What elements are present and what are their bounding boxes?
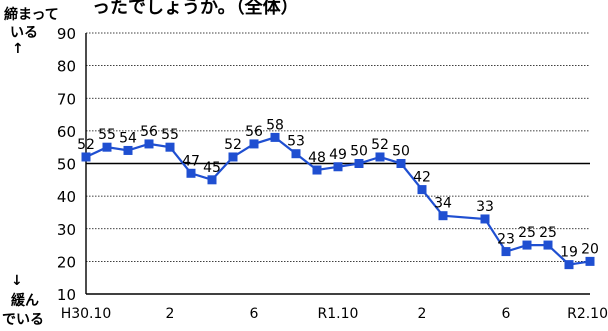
y-tick-label-10: 10 <box>57 286 76 304</box>
data-label-2: 54 <box>119 130 137 146</box>
y-top-label-line-1: 締まって <box>4 6 59 23</box>
data-label-24: 20 <box>581 241 599 257</box>
data-label-1: 55 <box>98 127 116 143</box>
data-label-3: 56 <box>140 124 158 140</box>
x-tick-label-20: 6 <box>502 306 511 322</box>
y-tick-label-40: 40 <box>57 188 76 206</box>
point-marker-17 <box>438 211 448 221</box>
y-tick-label-30: 30 <box>57 221 76 239</box>
point-marker-6 <box>207 175 217 185</box>
chart-title-fragment: ったでしょうか。（全体） <box>92 0 299 18</box>
point-marker-1 <box>102 142 112 152</box>
point-marker-9 <box>270 132 280 142</box>
x-tick-label-4: 2 <box>166 306 175 322</box>
point-marker-24 <box>585 256 595 266</box>
point-marker-8 <box>249 139 259 149</box>
y-tick-label-70: 70 <box>57 90 76 108</box>
point-marker-15 <box>396 159 406 168</box>
axes <box>85 33 590 295</box>
point-marker-19 <box>480 214 490 224</box>
point-marker-22 <box>543 240 553 250</box>
data-label-21: 25 <box>518 225 536 241</box>
data-label-0: 52 <box>77 137 95 153</box>
data-label-8: 56 <box>245 124 263 140</box>
point-marker-2 <box>123 145 133 155</box>
data-label-6: 45 <box>203 160 221 176</box>
y-tick-labels: 10 20 30 40 50 60 70 80 90 <box>57 25 76 304</box>
data-label-9: 58 <box>266 117 284 133</box>
point-marker-11 <box>312 165 322 175</box>
point-marker-16 <box>417 185 427 195</box>
y-top-label-line-2: いる <box>10 25 38 41</box>
data-label-17: 34 <box>434 196 452 212</box>
y-bottom-label-line-3: でいる <box>2 312 44 328</box>
data-label-13: 50 <box>350 144 368 160</box>
x-tick-label-12: R1.10 <box>318 306 359 322</box>
data-label-5: 47 <box>182 153 200 169</box>
y-tick-label-60: 60 <box>57 123 76 141</box>
point-marker-5 <box>186 168 196 178</box>
y-tick-label-80: 80 <box>57 58 76 76</box>
point-marker-4 <box>165 142 175 152</box>
y-bottom-label-line-1: ↓ <box>11 273 23 289</box>
point-markers <box>81 132 595 270</box>
data-label-12: 49 <box>329 147 347 163</box>
y-axis-bottom-label: ↓ 緩ん でいる <box>2 273 44 328</box>
data-label-7: 52 <box>224 137 242 153</box>
x-tick-labels: H30.10 2 6 R1.10 2 6 R2.10 <box>61 306 608 322</box>
x-tick-label-0: H30.10 <box>61 306 112 322</box>
y-tick-label-50: 50 <box>57 156 76 174</box>
data-label-4: 55 <box>161 127 179 143</box>
y-tick-label-90: 90 <box>57 25 76 43</box>
data-label-19: 33 <box>476 199 494 215</box>
point-marker-0 <box>81 152 91 162</box>
x-tick-label-8: 6 <box>250 306 259 322</box>
point-marker-20 <box>501 247 511 257</box>
point-marker-3 <box>144 139 154 149</box>
data-label-22: 25 <box>539 225 557 241</box>
point-marker-12 <box>333 162 343 172</box>
y-tick-label-20: 20 <box>57 253 76 271</box>
data-label-20: 23 <box>497 232 515 248</box>
y-bottom-label-line-2: 緩ん <box>11 292 39 309</box>
point-marker-21 <box>522 240 532 250</box>
y-axis-top-label: 締まって いる ↑ <box>4 6 59 57</box>
point-marker-10 <box>291 149 301 159</box>
data-label-23: 19 <box>560 245 578 261</box>
x-tick-label-24: R2.10 <box>567 306 608 322</box>
y-top-label-line-3: ↑ <box>12 41 24 57</box>
data-label-10: 53 <box>287 134 305 150</box>
point-marker-7 <box>228 152 238 162</box>
point-marker-14 <box>375 152 385 162</box>
data-label-11: 48 <box>308 150 326 166</box>
data-label-15: 50 <box>392 144 410 160</box>
x-tick-label-16: 2 <box>418 306 427 322</box>
data-label-16: 42 <box>413 170 431 186</box>
point-marker-23 <box>564 260 574 270</box>
data-label-14: 52 <box>371 137 389 153</box>
point-marker-13 <box>354 159 364 168</box>
